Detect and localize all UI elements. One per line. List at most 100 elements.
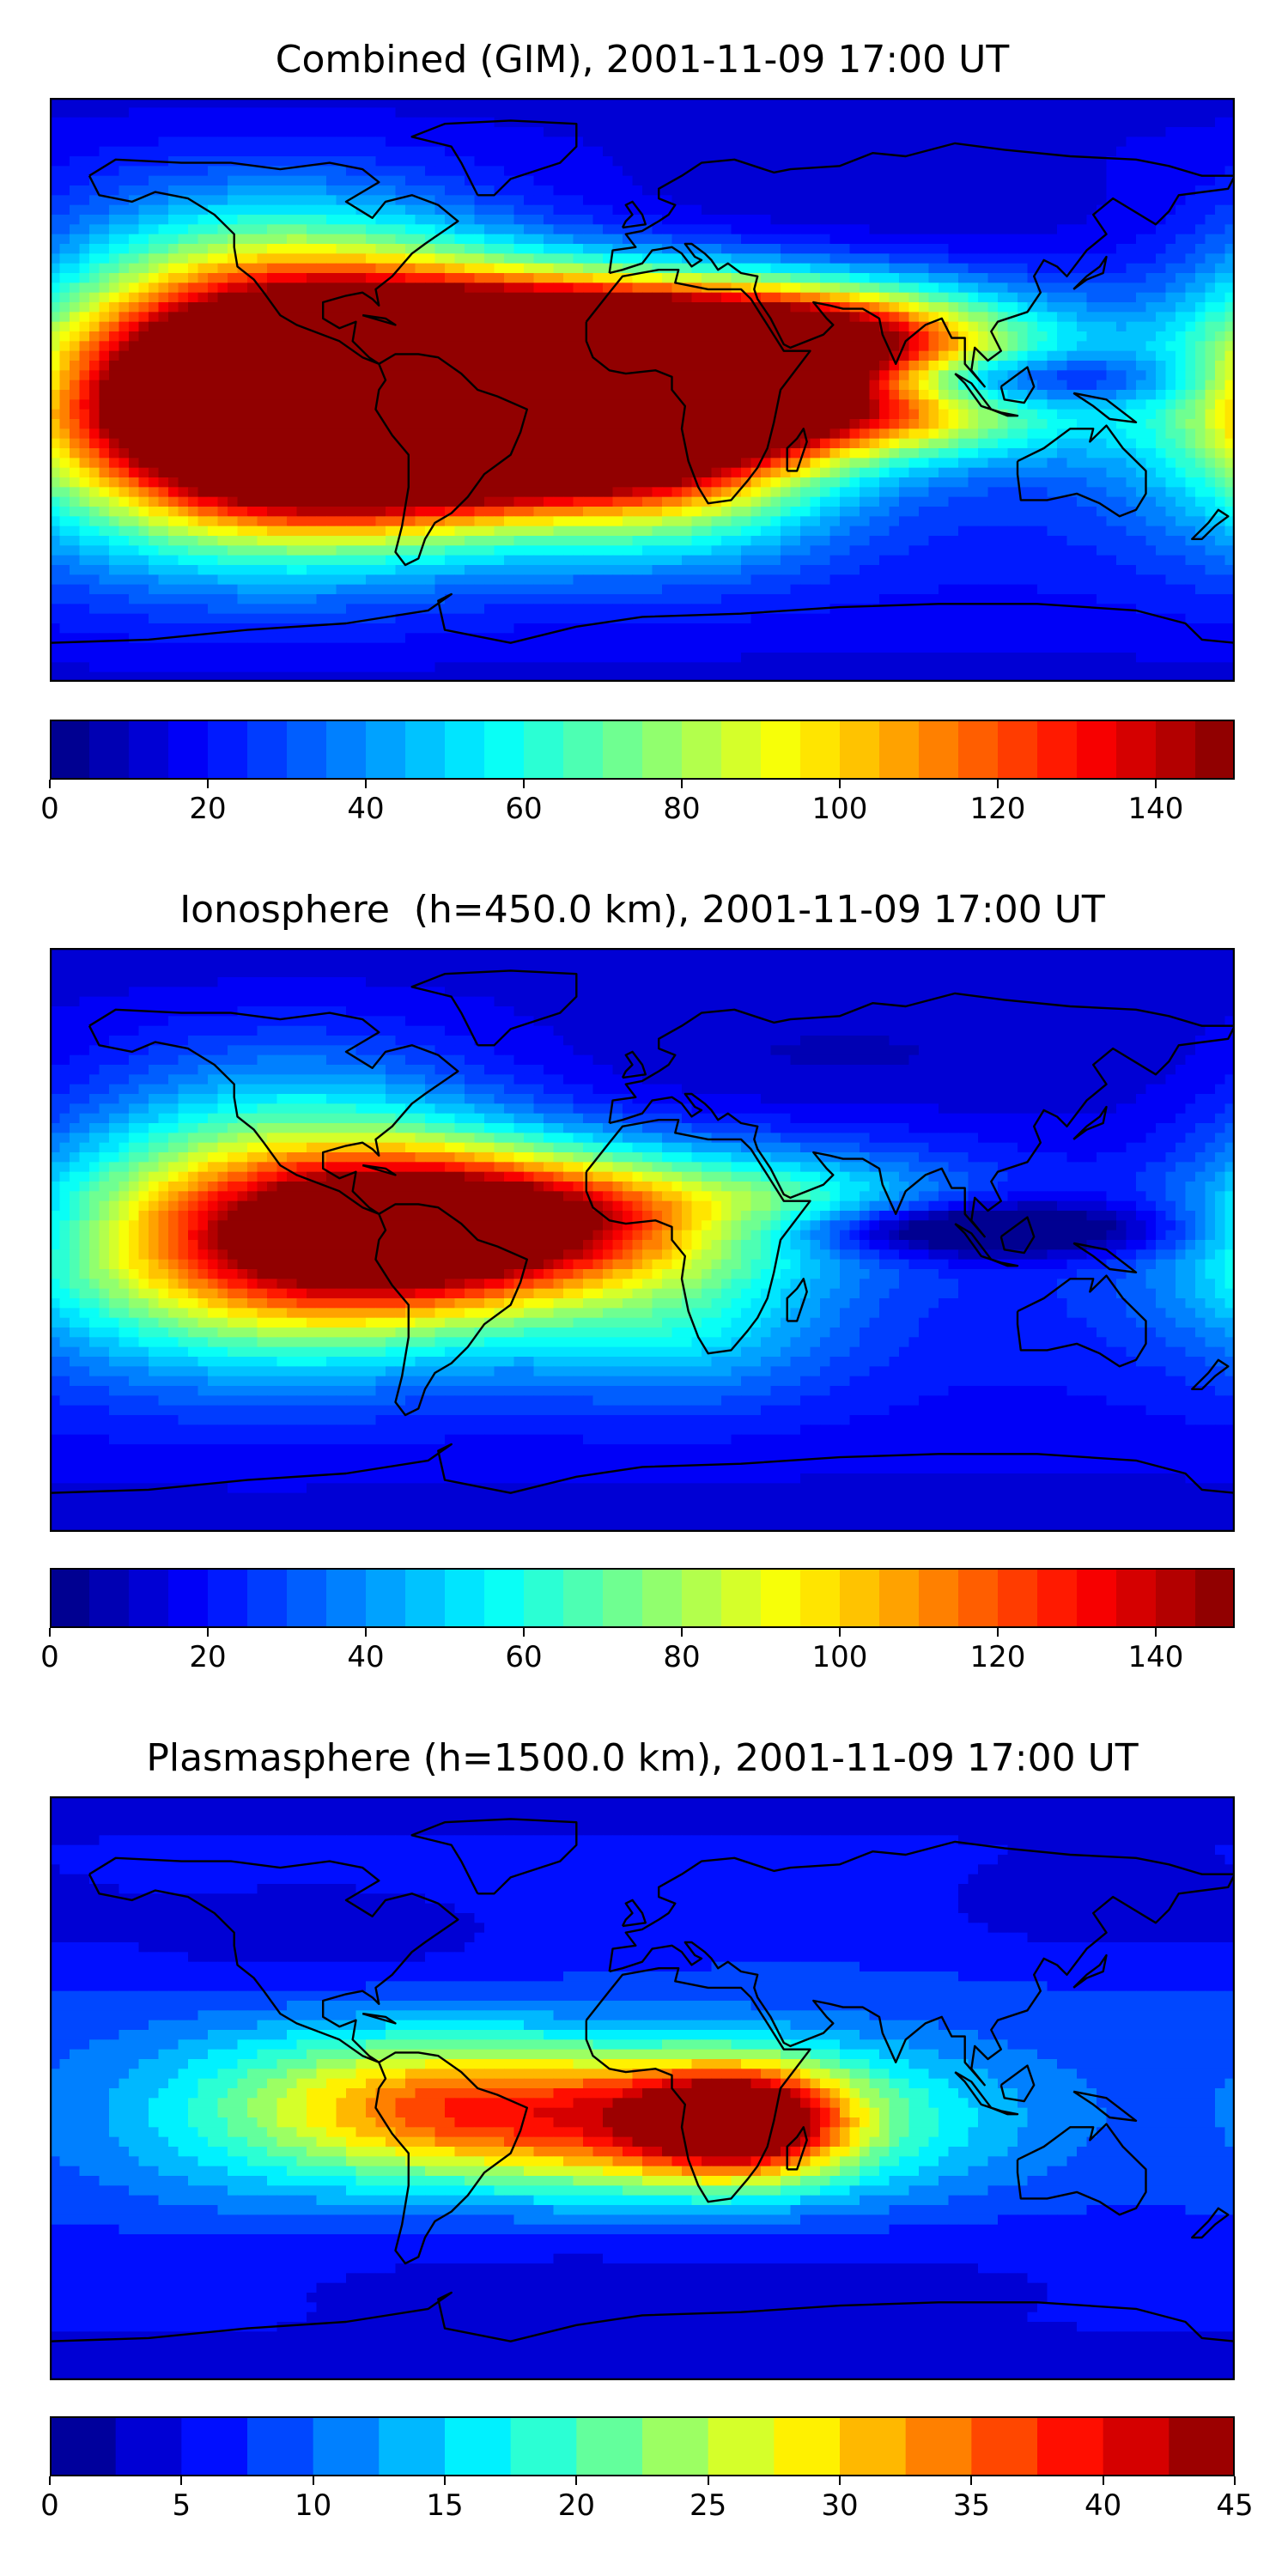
heatmap-cell — [149, 428, 160, 440]
heatmap-cell — [149, 292, 160, 303]
heatmap-cell — [544, 399, 555, 410]
heatmap-cell — [79, 370, 90, 381]
heatmap-cell — [425, 98, 436, 108]
heatmap-cell — [79, 234, 90, 245]
heatmap-cell — [711, 477, 722, 488]
heatmap-cell — [494, 204, 505, 216]
heatmap-cell — [544, 146, 555, 157]
heatmap-cell — [217, 467, 228, 478]
heatmap-cell — [465, 390, 476, 400]
heatmap-cell — [168, 458, 179, 469]
heatmap-cell — [731, 380, 742, 391]
heatmap-cell — [454, 302, 465, 313]
heatmap-cell — [375, 496, 386, 507]
heatmap-cell — [395, 107, 406, 118]
heatmap-cell — [1018, 419, 1029, 429]
heatmap-cell — [781, 263, 792, 274]
heatmap-cell — [1018, 263, 1029, 274]
heatmap-cell — [592, 496, 604, 507]
heatmap-cell — [592, 350, 604, 361]
heatmap-cell — [307, 341, 318, 352]
heatmap-cell — [465, 361, 476, 371]
heatmap-cell — [603, 419, 614, 429]
heatmap-cell — [761, 146, 772, 157]
heatmap-cell — [741, 107, 752, 118]
heatmap-cell — [781, 273, 792, 283]
heatmap-cell — [731, 283, 742, 294]
heatmap-cell — [652, 448, 663, 459]
heatmap-cell — [671, 487, 683, 498]
heatmap-cell — [70, 370, 81, 381]
heatmap-cell — [326, 117, 337, 128]
heatmap-cell — [197, 399, 209, 410]
heatmap-cell — [829, 215, 841, 225]
heatmap-cell — [652, 380, 663, 391]
heatmap-cell — [1047, 253, 1058, 264]
heatmap-cell — [928, 156, 939, 167]
heatmap-cell — [563, 234, 574, 245]
heatmap-cell — [454, 467, 465, 478]
heatmap-cell — [533, 428, 544, 440]
heatmap-cell — [474, 204, 485, 216]
heatmap-cell — [1047, 331, 1058, 342]
heatmap-cell — [109, 215, 120, 225]
heatmap-cell — [623, 175, 634, 186]
heatmap-cell — [217, 273, 228, 283]
heatmap-cell — [79, 331, 90, 342]
heatmap-cell — [948, 467, 959, 478]
heatmap-cell — [70, 127, 81, 137]
heatmap-cell — [346, 419, 357, 429]
heatmap-cell — [307, 166, 318, 177]
heatmap-cell — [1018, 107, 1029, 118]
heatmap-cell — [415, 107, 426, 118]
heatmap-cell — [316, 380, 327, 391]
heatmap-cell — [149, 487, 160, 498]
heatmap-cell — [691, 224, 702, 235]
heatmap-cell — [109, 438, 120, 449]
heatmap-cell — [138, 107, 149, 118]
heatmap-cell — [109, 350, 120, 361]
heatmap-cell — [1205, 107, 1216, 118]
heatmap-cell — [276, 399, 288, 410]
heatmap-cell — [405, 215, 416, 225]
heatmap-cell — [237, 204, 248, 216]
heatmap-cell — [465, 234, 476, 245]
heatmap-cell — [731, 477, 742, 488]
heatmap-cell — [1066, 283, 1078, 294]
heatmap-cell — [978, 361, 989, 371]
heatmap-cell — [849, 137, 860, 148]
heatmap-cell — [1057, 409, 1068, 420]
heatmap-cell — [781, 292, 792, 303]
heatmap-cell — [860, 117, 871, 128]
heatmap-cell — [513, 399, 525, 410]
heatmap-cell — [869, 321, 880, 332]
heatmap-cell — [465, 224, 476, 235]
heatmap-cell — [346, 302, 357, 313]
heatmap-cell — [484, 496, 495, 507]
heatmap-cell — [70, 98, 81, 108]
heatmap-cell — [1097, 107, 1108, 118]
heatmap-cell — [1077, 487, 1088, 498]
heatmap-cell — [1176, 166, 1187, 177]
heatmap-cell — [770, 156, 781, 167]
heatmap-cell — [770, 302, 781, 313]
heatmap-cell — [642, 156, 653, 167]
heatmap-cell — [513, 467, 525, 478]
heatmap-cell — [928, 370, 939, 381]
heatmap-cell — [1176, 292, 1187, 303]
heatmap-cell — [386, 390, 397, 400]
heatmap-cell — [445, 292, 456, 303]
heatmap-cell — [741, 321, 752, 332]
heatmap-cell — [612, 419, 623, 429]
heatmap-cell — [79, 419, 90, 429]
heatmap-cell — [869, 253, 880, 264]
heatmap-cell — [691, 496, 702, 507]
heatmap-cell — [228, 215, 239, 225]
heatmap-cell — [149, 166, 160, 177]
heatmap-cell — [375, 195, 386, 206]
heatmap-cell — [247, 185, 258, 196]
heatmap-cell — [316, 185, 327, 196]
heatmap-cell — [1077, 283, 1088, 294]
heatmap-cell — [129, 224, 140, 235]
heatmap-cell — [790, 292, 801, 303]
